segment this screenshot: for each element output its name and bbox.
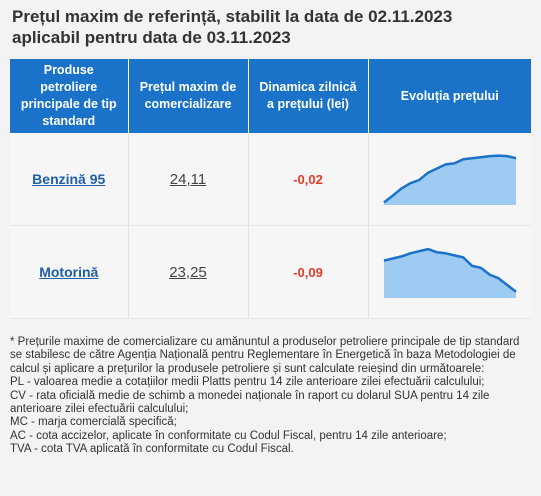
- delta-cell: -0,09: [248, 225, 369, 319]
- footnote-tva: TVA - cota TVA aplicată în conformitate …: [10, 443, 294, 456]
- table-row: Benzină 95 24,11 -0,02: [10, 133, 531, 226]
- sparkline-line: [382, 154, 517, 204]
- footnote-intro: * Prețurile maxime de comercializare cu …: [10, 336, 520, 375]
- price-delta: -0,09: [293, 265, 323, 280]
- prices-table: Produse petroliere principale de tip sta…: [10, 59, 531, 319]
- header-max-price: Prețul maxim de comercializare: [128, 59, 249, 133]
- price-cell: 23,25: [128, 225, 249, 319]
- header-products: Produse petroliere principale de tip sta…: [10, 59, 129, 133]
- footnote-cv: CV - rata oficială medie de schimb a mon…: [10, 389, 490, 416]
- table-header-row: Produse petroliere principale de tip sta…: [10, 59, 531, 133]
- sparkline-chart: [382, 154, 517, 205]
- footnotes: * Prețurile maxime de comercializare cu …: [10, 336, 530, 457]
- sparkline-chart: [383, 247, 517, 298]
- header-daily-dynamic: Dinamica zilnică a prețului (lei): [248, 59, 369, 133]
- price-link[interactable]: 23,25: [169, 263, 207, 281]
- sparkline-line: [383, 247, 517, 293]
- trend-cell: [368, 133, 531, 226]
- page-title: Prețul maxim de referință, stabilit la d…: [12, 6, 532, 48]
- delta-cell: -0,02: [248, 133, 369, 226]
- price-cell: 24,11: [128, 133, 249, 226]
- sparkline-area: [383, 249, 516, 298]
- footnote-ac: AC - cota accizelor, aplicate în conform…: [10, 429, 447, 442]
- product-link-benzina-95[interactable]: Benzină 95: [32, 171, 106, 187]
- price-delta: -0,02: [293, 172, 323, 187]
- footnote-pl: PL - valoarea medie a cotațiilor medii P…: [10, 376, 485, 389]
- product-cell: Benzină 95: [10, 133, 129, 226]
- price-link[interactable]: 24,11: [169, 170, 207, 188]
- footnote-mc: MC - marja comercială specifică;: [10, 416, 177, 429]
- title-line-2: aplicabil pentru data de 03.11.2023: [12, 28, 291, 47]
- trend-cell: [368, 225, 531, 319]
- product-link-motorina[interactable]: Motorină: [39, 264, 99, 280]
- title-line-1: Prețul maxim de referință, stabilit la d…: [12, 7, 453, 26]
- header-price-evolution: Evoluția prețului: [368, 59, 531, 133]
- table-row: Motorină 23,25 -0,09: [10, 225, 531, 319]
- product-cell: Motorină: [10, 225, 129, 319]
- sparkline-area: [383, 155, 516, 205]
